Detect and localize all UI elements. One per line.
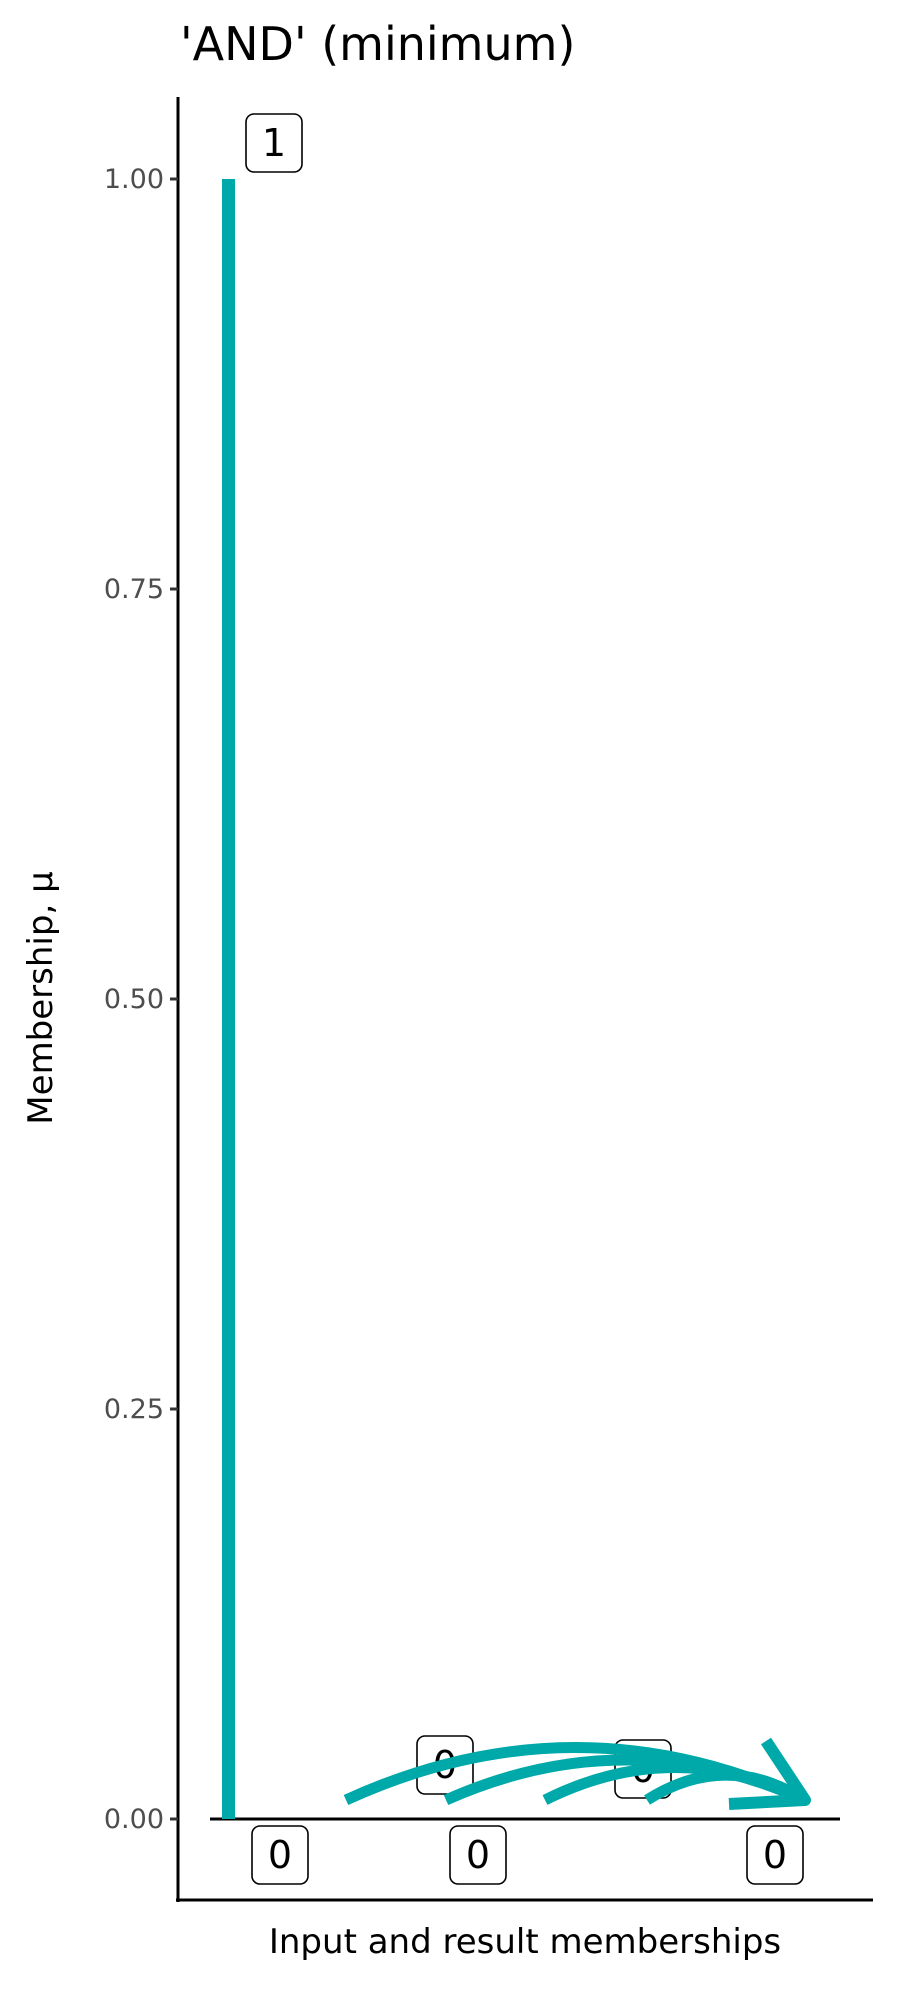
value-label-text: 0 [466,1833,490,1877]
y-tick-label: 1.00 [104,164,164,195]
value-label-box [746,1825,804,1885]
value-label: 0 [251,1825,309,1885]
value-label-text: 1 [262,121,286,165]
value-label: 0 [746,1825,804,1885]
value-label-box [245,113,303,173]
x-axis-label: Input and result memberships [269,1922,781,1962]
value-label-box [251,1825,309,1885]
value-label: 0 [449,1825,507,1885]
chart-title: 'AND' (minimum) [180,17,575,71]
arrow-head [728,1737,811,1810]
value-label-box [449,1825,507,1885]
y-tick-label: 0.25 [104,1394,164,1425]
y-tick-label: 0.75 [104,574,164,605]
value-label-text: 0 [763,1833,787,1877]
y-tick-label: 0.00 [104,1804,164,1835]
y-tick-label: 0.50 [104,984,164,1015]
bar [222,179,235,1819]
y-axis-label: Membership, μ [21,871,61,1124]
value-label: 1 [245,113,303,173]
arrow-curve [644,1769,808,1805]
value-label-box [416,1735,474,1795]
value-label-text: 0 [268,1833,292,1877]
